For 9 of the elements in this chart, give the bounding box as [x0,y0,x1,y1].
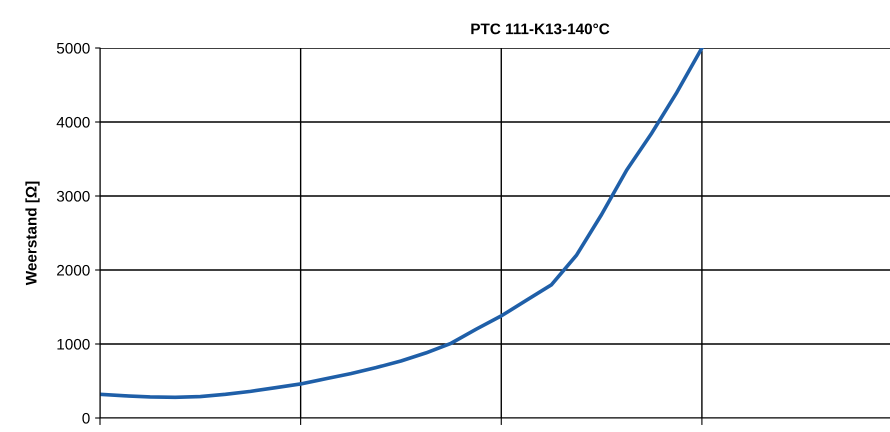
y-axis-title: Weerstand [Ω] [25,182,40,286]
chart-title: PTC 111-K13-140°C [471,23,610,34]
y-tick-label: 1000 [57,338,90,350]
y-tick-label: 4000 [56,116,90,128]
y-tick-label: 2000 [57,264,90,276]
line-series [100,48,704,400]
y-tick-label: 5000 [56,42,90,54]
y-tick-label: 0 [82,412,90,424]
y-tick-label: 3000 [56,190,90,202]
